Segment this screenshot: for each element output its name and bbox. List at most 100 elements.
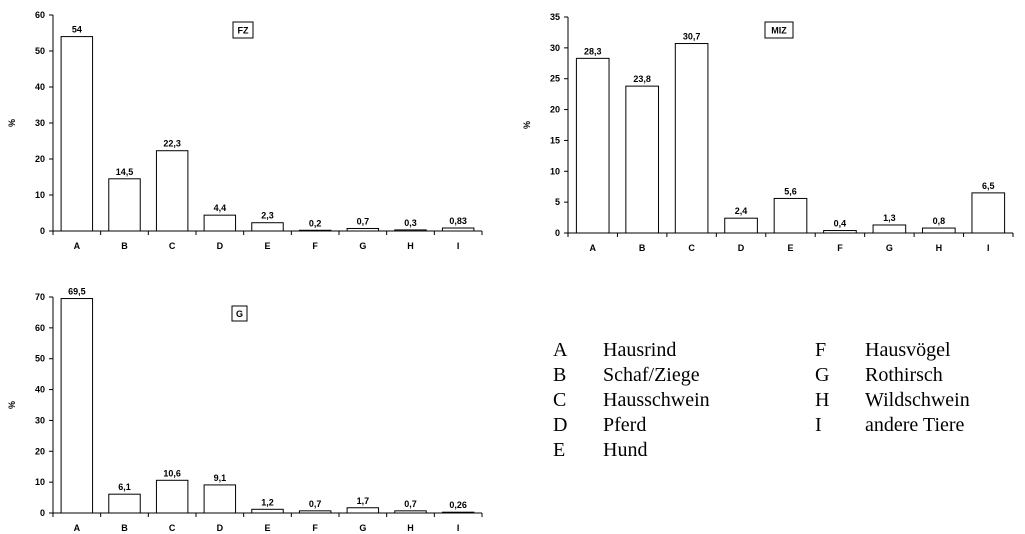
bar-i bbox=[441, 227, 475, 232]
legend-key: A bbox=[553, 339, 568, 361]
data-label: 69,5 bbox=[68, 287, 86, 297]
y-tick-label: 50 bbox=[35, 354, 45, 364]
bar-i bbox=[971, 192, 1006, 234]
data-label: 1,7 bbox=[357, 496, 370, 506]
bar-d bbox=[203, 214, 237, 232]
legend-key: B bbox=[553, 364, 567, 386]
data-label: 2,3 bbox=[261, 211, 274, 221]
x-tick-label: C bbox=[169, 523, 176, 533]
y-tick-label: 10 bbox=[35, 477, 45, 487]
y-tick-label: 35 bbox=[550, 12, 560, 22]
data-label: 1,2 bbox=[261, 497, 274, 507]
y-tick-label: 20 bbox=[35, 154, 45, 164]
legend-item-f: F Hausvögel bbox=[815, 338, 951, 363]
data-label: 14,5 bbox=[116, 167, 134, 177]
chart-fz: 0 10 20 30 40 50 60% 54 A 14,5 B 22,3 C 4,4 D 2,3 E 0,2 F 0… bbox=[7, 10, 483, 251]
y-axis-label: % bbox=[7, 401, 17, 409]
bar-b bbox=[108, 178, 141, 232]
chart-title-box bbox=[232, 21, 254, 39]
bar-c bbox=[155, 150, 189, 232]
legend-item-g: G Rothirsch bbox=[815, 363, 943, 388]
bar-e bbox=[251, 508, 284, 514]
y-tick-label: 60 bbox=[35, 10, 45, 20]
x-tick-label: C bbox=[688, 243, 695, 253]
y-tick-label: 20 bbox=[550, 105, 560, 115]
bar-e bbox=[773, 197, 808, 234]
x-tick-label: D bbox=[217, 523, 224, 533]
bar-g bbox=[872, 224, 907, 234]
chart-title-box bbox=[231, 305, 248, 322]
y-tick-label: 0 bbox=[40, 508, 45, 518]
bar-h bbox=[922, 227, 956, 234]
bar-a bbox=[60, 298, 94, 514]
data-label: 30,7 bbox=[683, 32, 701, 42]
x-tick-label: B bbox=[121, 523, 128, 533]
data-label: 10,6 bbox=[163, 468, 181, 478]
x-tick-label: F bbox=[837, 243, 843, 253]
x-tick-label: H bbox=[407, 523, 414, 533]
x-tick-label: I bbox=[457, 523, 460, 533]
x-tick-label: H bbox=[936, 243, 943, 253]
y-tick-label: 5 bbox=[555, 197, 560, 207]
legend-label: andere Tiere bbox=[865, 414, 965, 436]
data-label: 0,3 bbox=[404, 218, 417, 228]
y-axis-label: % bbox=[522, 121, 532, 129]
legend-label: Hausvögel bbox=[865, 339, 951, 361]
legend-label: Rothirsch bbox=[865, 364, 943, 386]
y-tick-label: 70 bbox=[35, 292, 45, 302]
y-tick-label: 40 bbox=[35, 82, 45, 92]
legend-item-h: H Wildschwein bbox=[815, 388, 970, 413]
y-axis-label: % bbox=[7, 119, 17, 127]
legend-key: D bbox=[553, 414, 568, 436]
x-tick-label: I bbox=[457, 241, 460, 251]
y-tick-label: 0 bbox=[555, 228, 560, 238]
y-tick-label: 30 bbox=[35, 415, 45, 425]
data-label: 9,1 bbox=[214, 473, 227, 483]
chart-title: FZ bbox=[238, 26, 249, 36]
data-label: 28,3 bbox=[584, 46, 602, 56]
x-tick-label: I bbox=[987, 243, 990, 253]
bar-d bbox=[724, 217, 758, 234]
x-tick-label: E bbox=[264, 523, 270, 533]
legend-key: H bbox=[815, 389, 830, 411]
x-tick-label: G bbox=[359, 241, 366, 251]
x-tick-label: C bbox=[169, 241, 176, 251]
legend-label: Wildschwein bbox=[865, 389, 970, 411]
data-label: 0,4 bbox=[834, 219, 847, 229]
x-tick-label: F bbox=[312, 523, 318, 533]
y-tick-label: 10 bbox=[35, 190, 45, 200]
chart-g: 0 10 20 30 40 50 60 70% 69,5 A 6,1 B 10,6 C 9,1 D 1,2 E 0,… bbox=[7, 287, 483, 533]
x-tick-label: A bbox=[589, 243, 596, 253]
x-tick-label: F bbox=[312, 241, 318, 251]
legend-item-e: E Hund bbox=[553, 438, 647, 463]
bar-a bbox=[60, 36, 94, 232]
legend-key: G bbox=[815, 364, 830, 386]
legend-label: Hausrind bbox=[603, 339, 677, 361]
bar-h bbox=[394, 229, 427, 232]
legend: A Hausrind B Schaf/Ziege C Hausschwein D Pfe… bbox=[553, 338, 1023, 478]
bar-a bbox=[575, 57, 610, 234]
data-label: 0,7 bbox=[357, 216, 370, 226]
bar-g bbox=[346, 227, 380, 232]
chart-title: G bbox=[236, 309, 243, 319]
x-tick-label: G bbox=[886, 243, 893, 253]
x-tick-label: G bbox=[359, 523, 366, 533]
data-label: 23,8 bbox=[633, 74, 651, 84]
data-label: 0,7 bbox=[404, 499, 417, 509]
y-tick-label: 10 bbox=[550, 166, 560, 176]
bar-b bbox=[625, 85, 659, 234]
legend-label: Schaf/Ziege bbox=[603, 364, 700, 386]
x-tick-label: B bbox=[639, 243, 646, 253]
y-tick-label: 30 bbox=[35, 118, 45, 128]
legend-key: E bbox=[553, 439, 566, 461]
chart-title: MIZ bbox=[771, 26, 787, 36]
data-label: 22,3 bbox=[163, 139, 181, 149]
bar-d bbox=[203, 484, 237, 514]
x-tick-label: A bbox=[74, 523, 81, 533]
data-label: 0,83 bbox=[449, 216, 467, 226]
y-tick-label: 60 bbox=[35, 323, 45, 333]
bar-c bbox=[674, 43, 709, 234]
x-tick-label: H bbox=[407, 241, 414, 251]
data-label: 2,4 bbox=[735, 206, 748, 216]
y-tick-label: 25 bbox=[550, 74, 560, 84]
